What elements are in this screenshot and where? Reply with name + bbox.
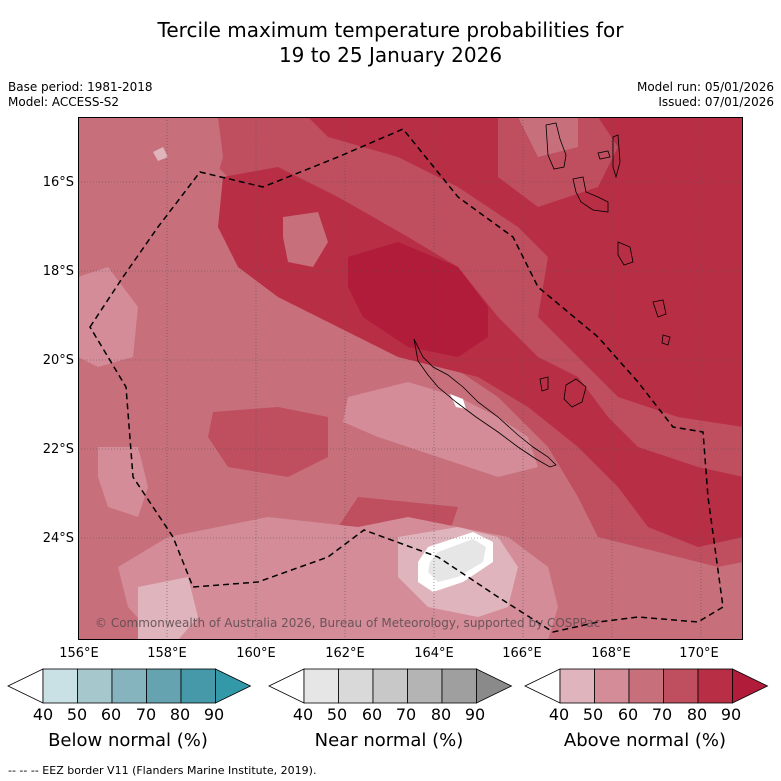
region-40-50-islet [153, 147, 168, 161]
title-line-2: 19 to 25 January 2026 [278, 43, 503, 67]
legend-colorbars [7, 668, 769, 704]
legend-above-tick-40: 40 [548, 705, 570, 724]
legend-1-low-extend [268, 668, 305, 704]
lon-label-168e: 168°E [591, 646, 631, 661]
legend-1-high-extend [476, 668, 513, 704]
legend-0-low-extend [7, 668, 44, 704]
legend-2-high-extend [732, 668, 769, 704]
copyright-notice: © Commonwealth of Australia 2026, Bureau… [95, 616, 600, 630]
legend-above-title: Above normal (%) [563, 730, 727, 751]
legend-2-swatch-5 [697, 668, 733, 704]
legend-near-tick-40: 40 [292, 705, 314, 724]
legend-1-swatch-3 [372, 668, 408, 704]
lon-label-164e: 164°E [414, 646, 454, 661]
vanuatu-islet-1 [597, 150, 611, 160]
legend-above-normal [524, 668, 769, 704]
eez-border [89, 128, 724, 633]
legend-near-tick-50: 50 [326, 705, 348, 724]
map-title: Tercile maximum temperature probabilitie… [0, 18, 781, 68]
meta-left: Base period: 1981-2018 Model: ACCESS-S2 [8, 80, 153, 110]
legend-above-tick-70: 70 [651, 705, 673, 724]
legend-0-swatch-1 [42, 668, 78, 704]
legend-0-swatch-2 [77, 668, 113, 704]
legend-above-tick-60: 60 [617, 705, 639, 724]
legend-below-normal [7, 668, 252, 704]
legend-1-swatch-4 [407, 668, 443, 704]
region-60-70-nw [78, 117, 223, 267]
lon-label-170e: 170°E [679, 646, 719, 661]
region-50-60-west [78, 267, 138, 367]
title-line-1: Tercile maximum temperature probabilitie… [157, 18, 624, 42]
region-50-60-sw [98, 447, 148, 517]
legend-below-tick-40: 40 [32, 705, 54, 724]
legend-near-tick-80: 80 [430, 705, 452, 724]
region-80-90 [218, 117, 743, 427]
vanuatu-islet-3 [612, 134, 621, 179]
legend-1-swatch-2 [338, 668, 374, 704]
coastlines [413, 122, 671, 468]
region-near-normal-core [428, 539, 486, 582]
vanuatu-north [545, 122, 567, 170]
legend-0-high-extend [215, 668, 252, 704]
model-run: Model run: 05/01/2026 [636, 80, 774, 94]
legend-near-title: Near normal (%) [314, 730, 464, 751]
eez-footnote: -- -- -- EEZ border V11 (Flanders Marine… [8, 764, 317, 777]
legend-below-tick-50: 50 [66, 705, 88, 724]
lon-label-160e: 160°E [236, 646, 276, 661]
lat-label-18s: 18°S [42, 264, 74, 279]
region-70-80-w [208, 407, 328, 477]
lon-label-158e: 158°E [147, 646, 187, 661]
lat-label-20s: 20°S [42, 353, 74, 368]
legend-2-swatch-1 [559, 668, 595, 704]
legend-below-tick-90: 90 [203, 705, 225, 724]
legend-0-swatch-4 [146, 668, 182, 704]
legend-below-tick-60: 60 [100, 705, 122, 724]
legend-2-swatch-3 [628, 668, 664, 704]
legend-near-tick-90: 90 [464, 705, 486, 724]
loyalty-islands [563, 378, 587, 408]
legend-1-swatch-1 [303, 668, 339, 704]
legend-below-title: Below normal (%) [48, 730, 208, 751]
lon-label-166e: 166°E [502, 646, 542, 661]
loyalty-islet [539, 376, 549, 392]
region-near-normal-nc [450, 394, 466, 409]
lat-label-24s: 24°S [42, 531, 74, 546]
lat-label-16s: 16°S [42, 175, 74, 190]
legend-1-swatch-5 [441, 668, 477, 704]
new-caledonia [413, 338, 557, 468]
probability-map: © Commonwealth of Australia 2026, Bureau… [78, 117, 743, 640]
lat-label-22s: 22°S [42, 442, 74, 457]
region-70-80-islet [283, 212, 328, 267]
vanuatu-islet-4 [617, 241, 634, 266]
legend-below-tick-80: 80 [169, 705, 191, 724]
region-70-80-ne [498, 117, 618, 207]
legend-0-swatch-5 [180, 668, 216, 704]
legend-2-swatch-2 [594, 668, 630, 704]
legend-0-swatch-3 [111, 668, 147, 704]
fiji-islet-2 [661, 334, 671, 346]
legend-2-low-extend [524, 668, 561, 704]
meta-right: Model run: 05/01/2026 Issued: 07/01/2026 [637, 80, 774, 110]
lon-label-162e: 162°E [325, 646, 365, 661]
region-50-60-center [343, 382, 538, 477]
gridlines [78, 117, 743, 640]
legend-above-tick-90: 90 [720, 705, 742, 724]
fiji-islet [652, 299, 667, 318]
legend-near-normal [268, 668, 513, 704]
model-name: Model: ACCESS-S2 [8, 95, 120, 109]
legend-near-tick-70: 70 [395, 705, 417, 724]
lon-label-156e: 156°E [59, 646, 99, 661]
issued-date: Issued: 07/01/2026 [658, 95, 774, 109]
legend-near-tick-60: 60 [361, 705, 383, 724]
base-period: Base period: 1981-2018 [8, 80, 153, 94]
vanuatu-islet-2 [572, 176, 609, 213]
legend-2-swatch-4 [663, 668, 699, 704]
region-40-50-sw [138, 577, 198, 640]
legend-below-tick-70: 70 [135, 705, 157, 724]
legend-above-tick-50: 50 [582, 705, 604, 724]
legend-above-tick-80: 80 [686, 705, 708, 724]
